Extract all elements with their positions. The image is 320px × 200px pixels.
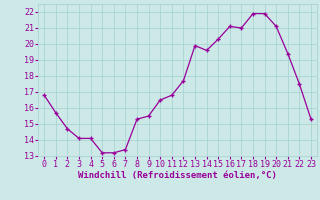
X-axis label: Windchill (Refroidissement éolien,°C): Windchill (Refroidissement éolien,°C) (78, 171, 277, 180)
